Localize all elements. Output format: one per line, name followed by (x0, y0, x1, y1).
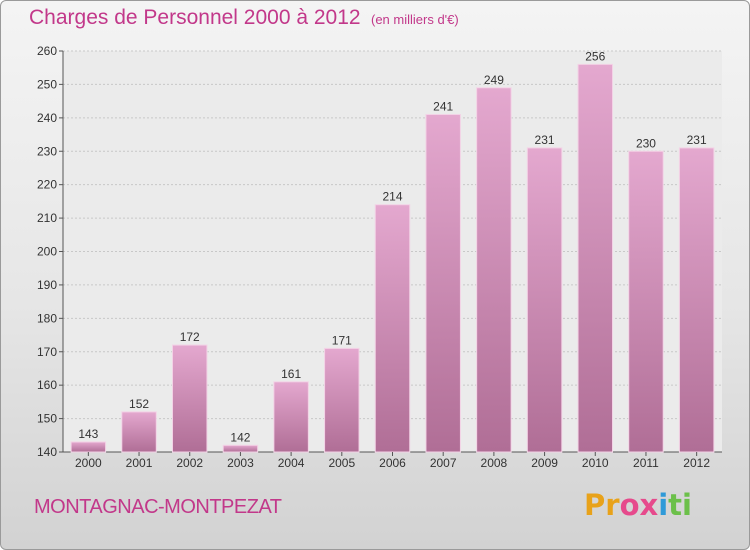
y-tick-label: 220 (37, 178, 57, 192)
bar (425, 113, 461, 453)
x-tick-label: 2011 (633, 456, 659, 470)
y-tick-label: 230 (37, 144, 57, 158)
town-name: MONTAGNAC-MONTPEZAT (34, 496, 282, 518)
x-tick-label: 2002 (176, 456, 203, 470)
bar-value-label: 161 (281, 367, 301, 381)
bar (678, 147, 715, 453)
x-tick-label: 2005 (328, 456, 355, 470)
bar-value-label: 249 (484, 73, 504, 87)
x-tick-label: 2007 (430, 456, 457, 470)
x-tick-label: 2012 (683, 456, 710, 470)
bar (476, 87, 512, 453)
bar-value-label: 230 (636, 136, 656, 150)
bar (628, 150, 664, 453)
x-tick-label: 2000 (75, 456, 102, 470)
bar (374, 204, 411, 453)
bar (70, 441, 107, 453)
bar (222, 444, 259, 453)
bar-value-label: 231 (535, 133, 555, 147)
x-tick-label: 2001 (126, 456, 153, 470)
y-tick-label: 190 (37, 278, 57, 292)
y-tick-label: 200 (37, 245, 57, 259)
chart-subtitle: (en milliers d'€) (371, 12, 459, 27)
x-tick-label: 2004 (278, 456, 305, 470)
x-tick-label: 2008 (481, 456, 508, 470)
y-tick-label: 150 (37, 412, 57, 426)
bar (577, 63, 614, 453)
bar-value-label: 241 (433, 99, 453, 113)
bar (526, 147, 563, 453)
y-tick-label: 180 (37, 311, 57, 325)
bar (324, 347, 360, 453)
y-tick-label: 210 (37, 211, 57, 225)
bar-value-label: 231 (687, 133, 707, 147)
bar (171, 344, 208, 453)
proxiti-logo: Proxiti (584, 488, 692, 522)
x-tick-label: 2006 (379, 456, 406, 470)
x-tick-label: 2009 (531, 456, 558, 470)
bar-value-label: 172 (180, 330, 200, 344)
bar (121, 411, 157, 453)
bar-value-label: 142 (230, 430, 250, 444)
y-tick-label: 240 (37, 111, 57, 125)
bar-value-label: 171 (332, 333, 352, 347)
bar (273, 381, 309, 453)
y-tick-label: 140 (37, 445, 57, 459)
y-tick-label: 250 (37, 77, 57, 91)
bar-value-label: 143 (78, 427, 98, 441)
y-tick-label: 160 (37, 378, 57, 392)
bar-value-label: 152 (129, 397, 149, 411)
x-tick-label: 2003 (227, 456, 254, 470)
chart-title: Charges de Personnel 2000 à 2012 (29, 6, 361, 29)
x-tick-label: 2010 (582, 456, 609, 470)
y-tick-label: 260 (37, 44, 57, 58)
bar-value-label: 256 (585, 49, 605, 63)
bar-value-label: 214 (382, 190, 402, 204)
y-tick-label: 170 (37, 345, 57, 359)
